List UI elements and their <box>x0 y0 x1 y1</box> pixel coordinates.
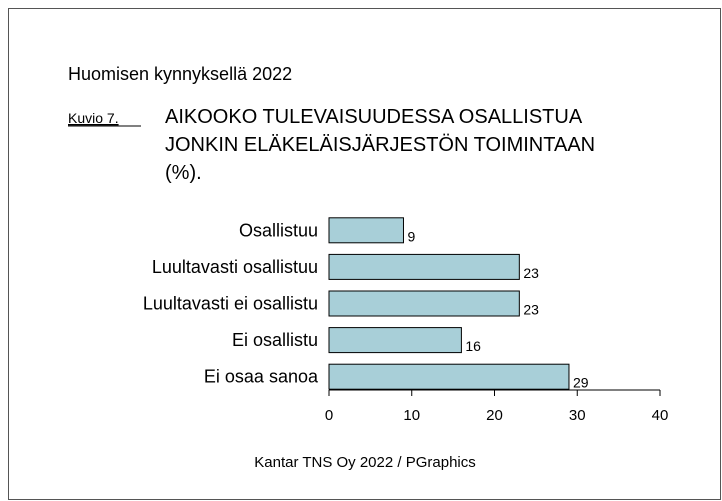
figure-label: Kuvio 7. <box>68 110 119 126</box>
chart-title: AIKOOKO TULEVAISUUDESSA OSALLISTUA <box>165 106 583 128</box>
x-tick-label: 30 <box>569 407 586 424</box>
x-tick-label: 10 <box>403 407 420 424</box>
bar <box>328 363 570 390</box>
value-label: 9 <box>407 228 415 244</box>
x-tick-label: 20 <box>486 407 503 424</box>
source: Kantar TNS Oy 2022 / PGraphics <box>254 454 476 471</box>
value-label: 23 <box>523 265 539 281</box>
y-tick-label: Luultavasti osallistuu <box>152 257 318 277</box>
bar <box>328 217 404 244</box>
bar <box>328 290 520 317</box>
bar <box>328 253 520 280</box>
value-label: 29 <box>573 375 589 391</box>
frame <box>8 8 721 500</box>
chart-title: (%). <box>165 162 202 184</box>
value-label: 23 <box>523 302 539 318</box>
x-tick-label: 0 <box>325 407 333 424</box>
y-tick-label: Osallistuu <box>239 220 318 240</box>
y-tick-label: Ei osallistu <box>232 330 318 350</box>
value-label: 16 <box>465 338 481 354</box>
bar <box>328 327 462 354</box>
x-tick-label: 40 <box>652 407 669 424</box>
y-tick-label: Luultavasti ei osallistu <box>143 294 318 314</box>
header: Huomisen kynnyksellä 2022 <box>68 64 292 84</box>
chart-title: JONKIN ELÄKELÄISJÄRJESTÖN TOIMINTAAN <box>165 134 595 156</box>
y-tick-label: Ei osaa sanoa <box>204 367 319 387</box>
